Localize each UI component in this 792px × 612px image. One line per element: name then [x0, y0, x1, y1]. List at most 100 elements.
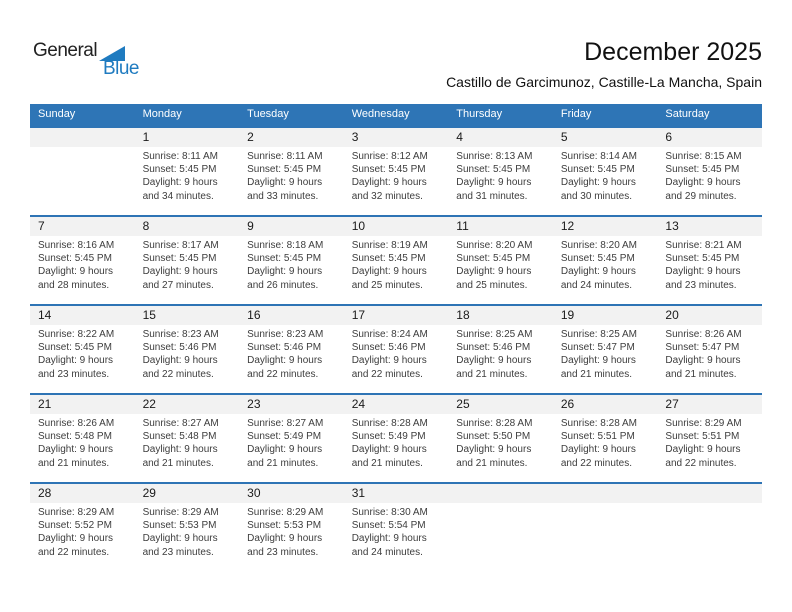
date-number: 3 — [343, 128, 449, 147]
calendar-table: Sunday Monday Tuesday Wednesday Thursday… — [30, 104, 762, 571]
detail-line: and 26 minutes. — [247, 279, 319, 291]
day-details: Sunrise: 8:29 AM Sunset: 5:53 PM Daylight:… — [239, 503, 344, 559]
detail-line: Sunrise: 8:21 AM — [665, 240, 742, 251]
day-cell-25: 25 Sunrise: 8:28 AM Sunset: 5:50 PM Dayligh… — [448, 395, 553, 482]
detail-line: Sunrise: 8:12 AM — [351, 151, 428, 162]
week-row: 14 Sunrise: 8:22 AM Sunset: 5:45 PM Dayligh… — [30, 304, 762, 393]
general-blue-logo: General Blue — [33, 40, 153, 80]
day-details: Sunrise: 8:18 AM Sunset: 5:45 PM Daylight:… — [239, 236, 344, 292]
detail-line: Sunset: 5:45 PM — [351, 253, 426, 265]
day-cell-6: 6 Sunrise: 8:15 AM Sunset: 5:45 PM Daylight… — [657, 128, 762, 215]
day-details: Sunrise: 8:17 AM Sunset: 5:45 PM Daylight:… — [135, 236, 240, 292]
day-details — [657, 503, 762, 506]
date-number: 13 — [657, 217, 762, 236]
detail-line: Sunset: 5:46 PM — [142, 342, 217, 354]
date-number: 19 — [552, 306, 658, 325]
detail-line: Sunrise: 8:29 AM — [38, 507, 115, 518]
date-number: 8 — [134, 217, 240, 236]
day-cell-19: 19 Sunrise: 8:25 AM Sunset: 5:47 PM Dayligh… — [552, 306, 658, 393]
detail-line: and 22 minutes. — [351, 368, 423, 380]
weekday-header-saturday: Saturday — [665, 108, 710, 120]
detail-line: Daylight: 9 hours — [351, 355, 427, 367]
date-number — [657, 484, 762, 503]
detail-line: Sunset: 5:45 PM — [665, 253, 740, 265]
detail-line: Sunrise: 8:28 AM — [351, 418, 428, 429]
detail-line: Daylight: 9 hours — [142, 533, 218, 545]
date-number: 31 — [343, 484, 449, 503]
date-number: 2 — [239, 128, 344, 147]
date-number: 30 — [239, 484, 344, 503]
detail-line: Daylight: 9 hours — [560, 444, 636, 456]
day-cell-21: 21 Sunrise: 8:26 AM Sunset: 5:48 PM Dayligh… — [30, 395, 135, 482]
day-cell-empty — [552, 484, 658, 571]
page-subtitle: Castillo de Garcimunoz, Castille-La Manc… — [446, 74, 762, 90]
detail-line: Sunset: 5:45 PM — [247, 164, 322, 176]
detail-line: Sunset: 5:47 PM — [560, 342, 635, 354]
weekday-header-wednesday: Wednesday — [351, 108, 410, 120]
page-title: December 2025 — [584, 38, 762, 66]
date-number: 17 — [343, 306, 449, 325]
detail-line: Sunrise: 8:11 AM — [142, 151, 218, 162]
detail-line: and 28 minutes. — [38, 279, 110, 291]
weekday-header-row: Sunday Monday Tuesday Wednesday Thursday… — [30, 104, 762, 126]
detail-line: and 31 minutes. — [456, 190, 528, 202]
detail-line: Sunset: 5:46 PM — [351, 342, 426, 354]
week-row: 7 Sunrise: 8:16 AM Sunset: 5:45 PM Daylight… — [30, 215, 762, 304]
day-cell-9: 9 Sunrise: 8:18 AM Sunset: 5:45 PM Daylight… — [239, 217, 344, 304]
detail-line: and 22 minutes. — [247, 368, 319, 380]
date-number: 26 — [552, 395, 658, 414]
detail-line: and 22 minutes. — [38, 546, 110, 558]
detail-line: Sunrise: 8:23 AM — [142, 329, 219, 340]
day-cell-7: 7 Sunrise: 8:16 AM Sunset: 5:45 PM Daylight… — [30, 217, 135, 304]
day-cell-29: 29 Sunrise: 8:29 AM Sunset: 5:53 PM Dayligh… — [134, 484, 240, 571]
day-details: Sunrise: 8:23 AM Sunset: 5:46 PM Daylight:… — [135, 325, 240, 381]
date-number — [448, 484, 553, 503]
day-details: Sunrise: 8:27 AM Sunset: 5:49 PM Daylight:… — [239, 414, 344, 470]
day-cell-24: 24 Sunrise: 8:28 AM Sunset: 5:49 PM Dayligh… — [343, 395, 449, 482]
detail-line: Daylight: 9 hours — [142, 266, 218, 278]
detail-line: and 22 minutes. — [665, 457, 737, 469]
detail-line: Sunset: 5:49 PM — [351, 431, 426, 443]
detail-line: Sunrise: 8:23 AM — [247, 329, 324, 340]
detail-line: Daylight: 9 hours — [142, 444, 218, 456]
day-cell-22: 22 Sunrise: 8:27 AM Sunset: 5:48 PM Dayligh… — [134, 395, 240, 482]
detail-line: Daylight: 9 hours — [247, 444, 323, 456]
day-details: Sunrise: 8:13 AM Sunset: 5:45 PM Daylight:… — [448, 147, 553, 203]
detail-line: Sunset: 5:48 PM — [38, 431, 112, 443]
detail-line: Sunset: 5:53 PM — [247, 520, 322, 532]
detail-line: Daylight: 9 hours — [351, 266, 427, 278]
detail-line: Sunrise: 8:27 AM — [142, 418, 219, 429]
detail-line: Sunrise: 8:24 AM — [351, 329, 428, 340]
day-cell-empty — [30, 128, 135, 215]
weekday-header-thursday: Thursday — [456, 108, 503, 120]
day-details: Sunrise: 8:15 AM Sunset: 5:45 PM Daylight:… — [657, 147, 762, 203]
weekday-header-tuesday: Tuesday — [247, 108, 289, 120]
week-row: 28 Sunrise: 8:29 AM Sunset: 5:52 PM Dayligh… — [30, 482, 762, 571]
day-cell-empty — [657, 484, 762, 571]
date-number: 7 — [30, 217, 135, 236]
detail-line: Sunrise: 8:29 AM — [665, 418, 742, 429]
day-cell-20: 20 Sunrise: 8:26 AM Sunset: 5:47 PM Dayligh… — [657, 306, 762, 393]
day-cell-17: 17 Sunrise: 8:24 AM Sunset: 5:46 PM Dayligh… — [343, 306, 449, 393]
detail-line: Sunset: 5:49 PM — [247, 431, 322, 443]
detail-line: Daylight: 9 hours — [38, 355, 114, 367]
day-cell-11: 11 Sunrise: 8:20 AM Sunset: 5:45 PM Dayligh… — [448, 217, 553, 304]
detail-line: Sunrise: 8:26 AM — [38, 418, 115, 429]
date-number: 15 — [134, 306, 240, 325]
detail-line: Sunset: 5:45 PM — [456, 253, 531, 265]
detail-line: Sunset: 5:46 PM — [247, 342, 322, 354]
detail-line: Daylight: 9 hours — [247, 177, 323, 189]
date-number — [552, 484, 658, 503]
detail-line: and 24 minutes. — [351, 546, 423, 558]
detail-line: and 32 minutes. — [351, 190, 423, 202]
detail-line: Daylight: 9 hours — [142, 177, 218, 189]
day-details: Sunrise: 8:19 AM Sunset: 5:45 PM Daylight:… — [344, 236, 449, 292]
day-details — [448, 503, 553, 506]
logo-text-general: General — [33, 40, 98, 61]
date-number: 12 — [552, 217, 658, 236]
logo-text-blue: Blue — [102, 58, 140, 79]
detail-line: Daylight: 9 hours — [456, 444, 532, 456]
detail-line: Daylight: 9 hours — [351, 177, 427, 189]
detail-line: Sunset: 5:48 PM — [142, 431, 217, 443]
detail-line: Sunrise: 8:13 AM — [456, 151, 533, 162]
